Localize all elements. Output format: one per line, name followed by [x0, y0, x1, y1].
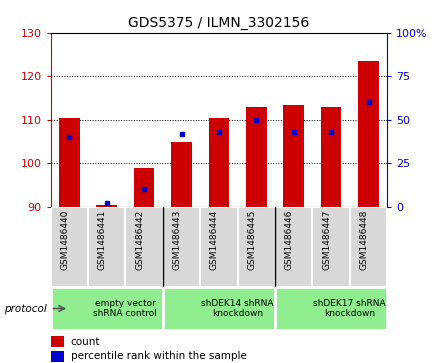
Text: GSM1486440: GSM1486440 [60, 209, 70, 270]
Text: GSM1486446: GSM1486446 [285, 209, 294, 270]
Text: GSM1486442: GSM1486442 [135, 209, 144, 270]
Bar [200, 207, 238, 287]
Text: GSM1486447: GSM1486447 [322, 209, 331, 270]
Bar [350, 207, 387, 287]
Bar [59, 118, 80, 207]
Bar [51, 336, 64, 347]
Bar [312, 207, 350, 287]
Bar [275, 287, 387, 330]
Title: GDS5375 / ILMN_3302156: GDS5375 / ILMN_3302156 [128, 16, 309, 30]
Bar [283, 105, 304, 207]
Bar [171, 142, 192, 207]
Bar [134, 168, 154, 207]
Text: GSM1486441: GSM1486441 [98, 209, 107, 270]
Text: shDEK14 shRNA
knockdown: shDEK14 shRNA knockdown [202, 299, 274, 318]
Bar [88, 207, 125, 287]
Text: GSM1486443: GSM1486443 [172, 209, 181, 270]
Bar [125, 207, 163, 287]
Text: GSM1486448: GSM1486448 [359, 209, 368, 270]
Bar [163, 207, 200, 287]
Bar [238, 207, 275, 287]
Bar [209, 118, 229, 207]
Text: percentile rank within the sample: percentile rank within the sample [71, 351, 247, 361]
Bar [321, 107, 341, 207]
Bar [246, 107, 267, 207]
Text: count: count [71, 337, 100, 347]
Bar [163, 287, 275, 330]
Text: empty vector
shRNA control: empty vector shRNA control [93, 299, 158, 318]
Text: GSM1486444: GSM1486444 [210, 209, 219, 270]
Bar [96, 205, 117, 207]
Bar [51, 351, 64, 362]
Bar [51, 287, 163, 330]
Text: protocol: protocol [4, 303, 47, 314]
Bar [358, 61, 379, 207]
Text: GSM1486445: GSM1486445 [247, 209, 256, 270]
Text: shDEK17 shRNA
knockdown: shDEK17 shRNA knockdown [313, 299, 386, 318]
Bar [51, 207, 88, 287]
Bar [275, 207, 312, 287]
